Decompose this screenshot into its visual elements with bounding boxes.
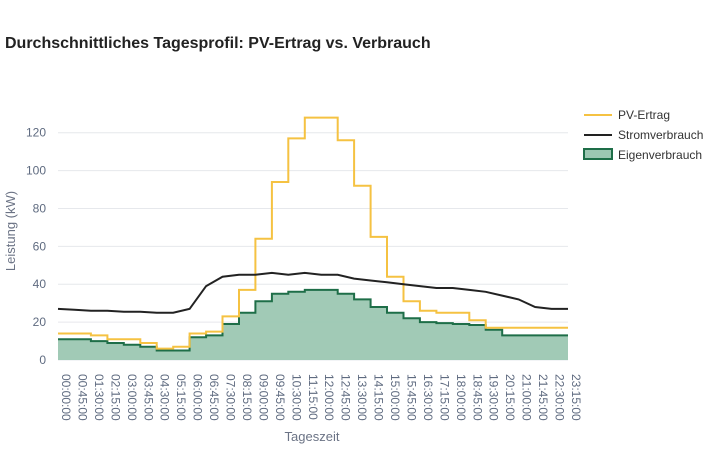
x-tick-label: 22:30:00 xyxy=(553,374,567,421)
x-tick-label: 18:45:00 xyxy=(470,374,484,421)
x-tick-label: 02:15:00 xyxy=(108,374,122,421)
series-line xyxy=(58,116,568,350)
x-tick-label: 23:15:00 xyxy=(569,374,583,421)
x-tick-label: 03:45:00 xyxy=(141,374,155,421)
legend-swatch xyxy=(583,148,613,160)
x-tick-label: 17:15:00 xyxy=(437,374,451,421)
x-tick-label: 11:15:00 xyxy=(306,374,320,420)
y-tick-label: 40 xyxy=(33,277,47,291)
y-tick-label: 0 xyxy=(39,353,46,367)
y-tick-label: 120 xyxy=(26,126,46,140)
x-tick-label: 19:30:00 xyxy=(487,374,501,421)
x-tick-label: 15:00:00 xyxy=(388,374,402,421)
y-tick-label: 20 xyxy=(33,315,47,329)
x-axis: 00:00:00 00:45:00 01:30:00 02:15:00 03:00:00… xyxy=(59,374,583,421)
x-tick-label: 00:45:00 xyxy=(75,374,89,421)
x-tick-label: 04:30:00 xyxy=(158,374,172,421)
x-tick-label: 13:30:00 xyxy=(355,374,369,421)
y-axis-title: Leistung (kW) xyxy=(3,191,18,271)
x-tick-label: 01:30:00 xyxy=(92,374,106,421)
series-eigenverbrauch xyxy=(58,288,568,360)
x-tick-label: 06:45:00 xyxy=(207,374,221,421)
series-stromverbrauch xyxy=(57,271,568,314)
x-tick-label: 09:45:00 xyxy=(273,374,287,421)
x-tick-label: 21:00:00 xyxy=(520,374,534,421)
x-tick-label: 21:45:00 xyxy=(536,374,550,421)
legend-item: Stromverbrauch xyxy=(584,128,703,142)
x-tick-label: 06:00:00 xyxy=(191,374,205,421)
y-tick-label: 100 xyxy=(26,164,46,178)
series-line xyxy=(58,288,568,352)
x-tick-label: 16:30:00 xyxy=(421,374,435,421)
x-tick-label: 20:15:00 xyxy=(503,374,517,421)
series-pv-ertrag xyxy=(58,116,568,350)
legend-label: PV-Ertrag xyxy=(618,108,670,122)
x-tick-label: 03:00:00 xyxy=(125,374,139,421)
x-tick-label: 12:45:00 xyxy=(339,374,353,421)
x-tick-label: 08:15:00 xyxy=(240,374,254,421)
x-tick-label: 09:00:00 xyxy=(256,374,270,421)
x-tick-label: 10:30:00 xyxy=(289,374,303,421)
series-layer xyxy=(57,116,568,360)
y-tick-label: 60 xyxy=(33,239,47,253)
y-tick-label: 80 xyxy=(33,201,47,215)
series-line xyxy=(57,271,568,314)
x-tick-label: 07:30:00 xyxy=(224,374,238,421)
area-fill xyxy=(58,289,568,360)
legend-item: Eigenverbrauch xyxy=(583,148,702,162)
legend-label: Eigenverbrauch xyxy=(618,148,702,162)
legend-label: Stromverbrauch xyxy=(618,128,703,142)
x-tick-label: 00:00:00 xyxy=(59,374,73,421)
y-axis: 0 20 40 60 80 100 120 xyxy=(26,126,46,367)
chart-title: Durchschnittliches Tagesprofil: PV-Ertra… xyxy=(5,35,431,52)
x-tick-label: 12:00:00 xyxy=(322,374,336,421)
x-axis-title: Tageszeit xyxy=(285,429,340,444)
x-tick-label: 18:00:00 xyxy=(454,374,468,421)
x-tick-label: 05:15:00 xyxy=(174,374,188,421)
x-tick-label: 14:15:00 xyxy=(372,374,386,421)
legend: PV-Ertrag Stromverbrauch Eigenverbrauch xyxy=(583,108,703,162)
legend-item: PV-Ertrag xyxy=(584,108,670,122)
x-tick-label: 15:45:00 xyxy=(404,374,418,421)
